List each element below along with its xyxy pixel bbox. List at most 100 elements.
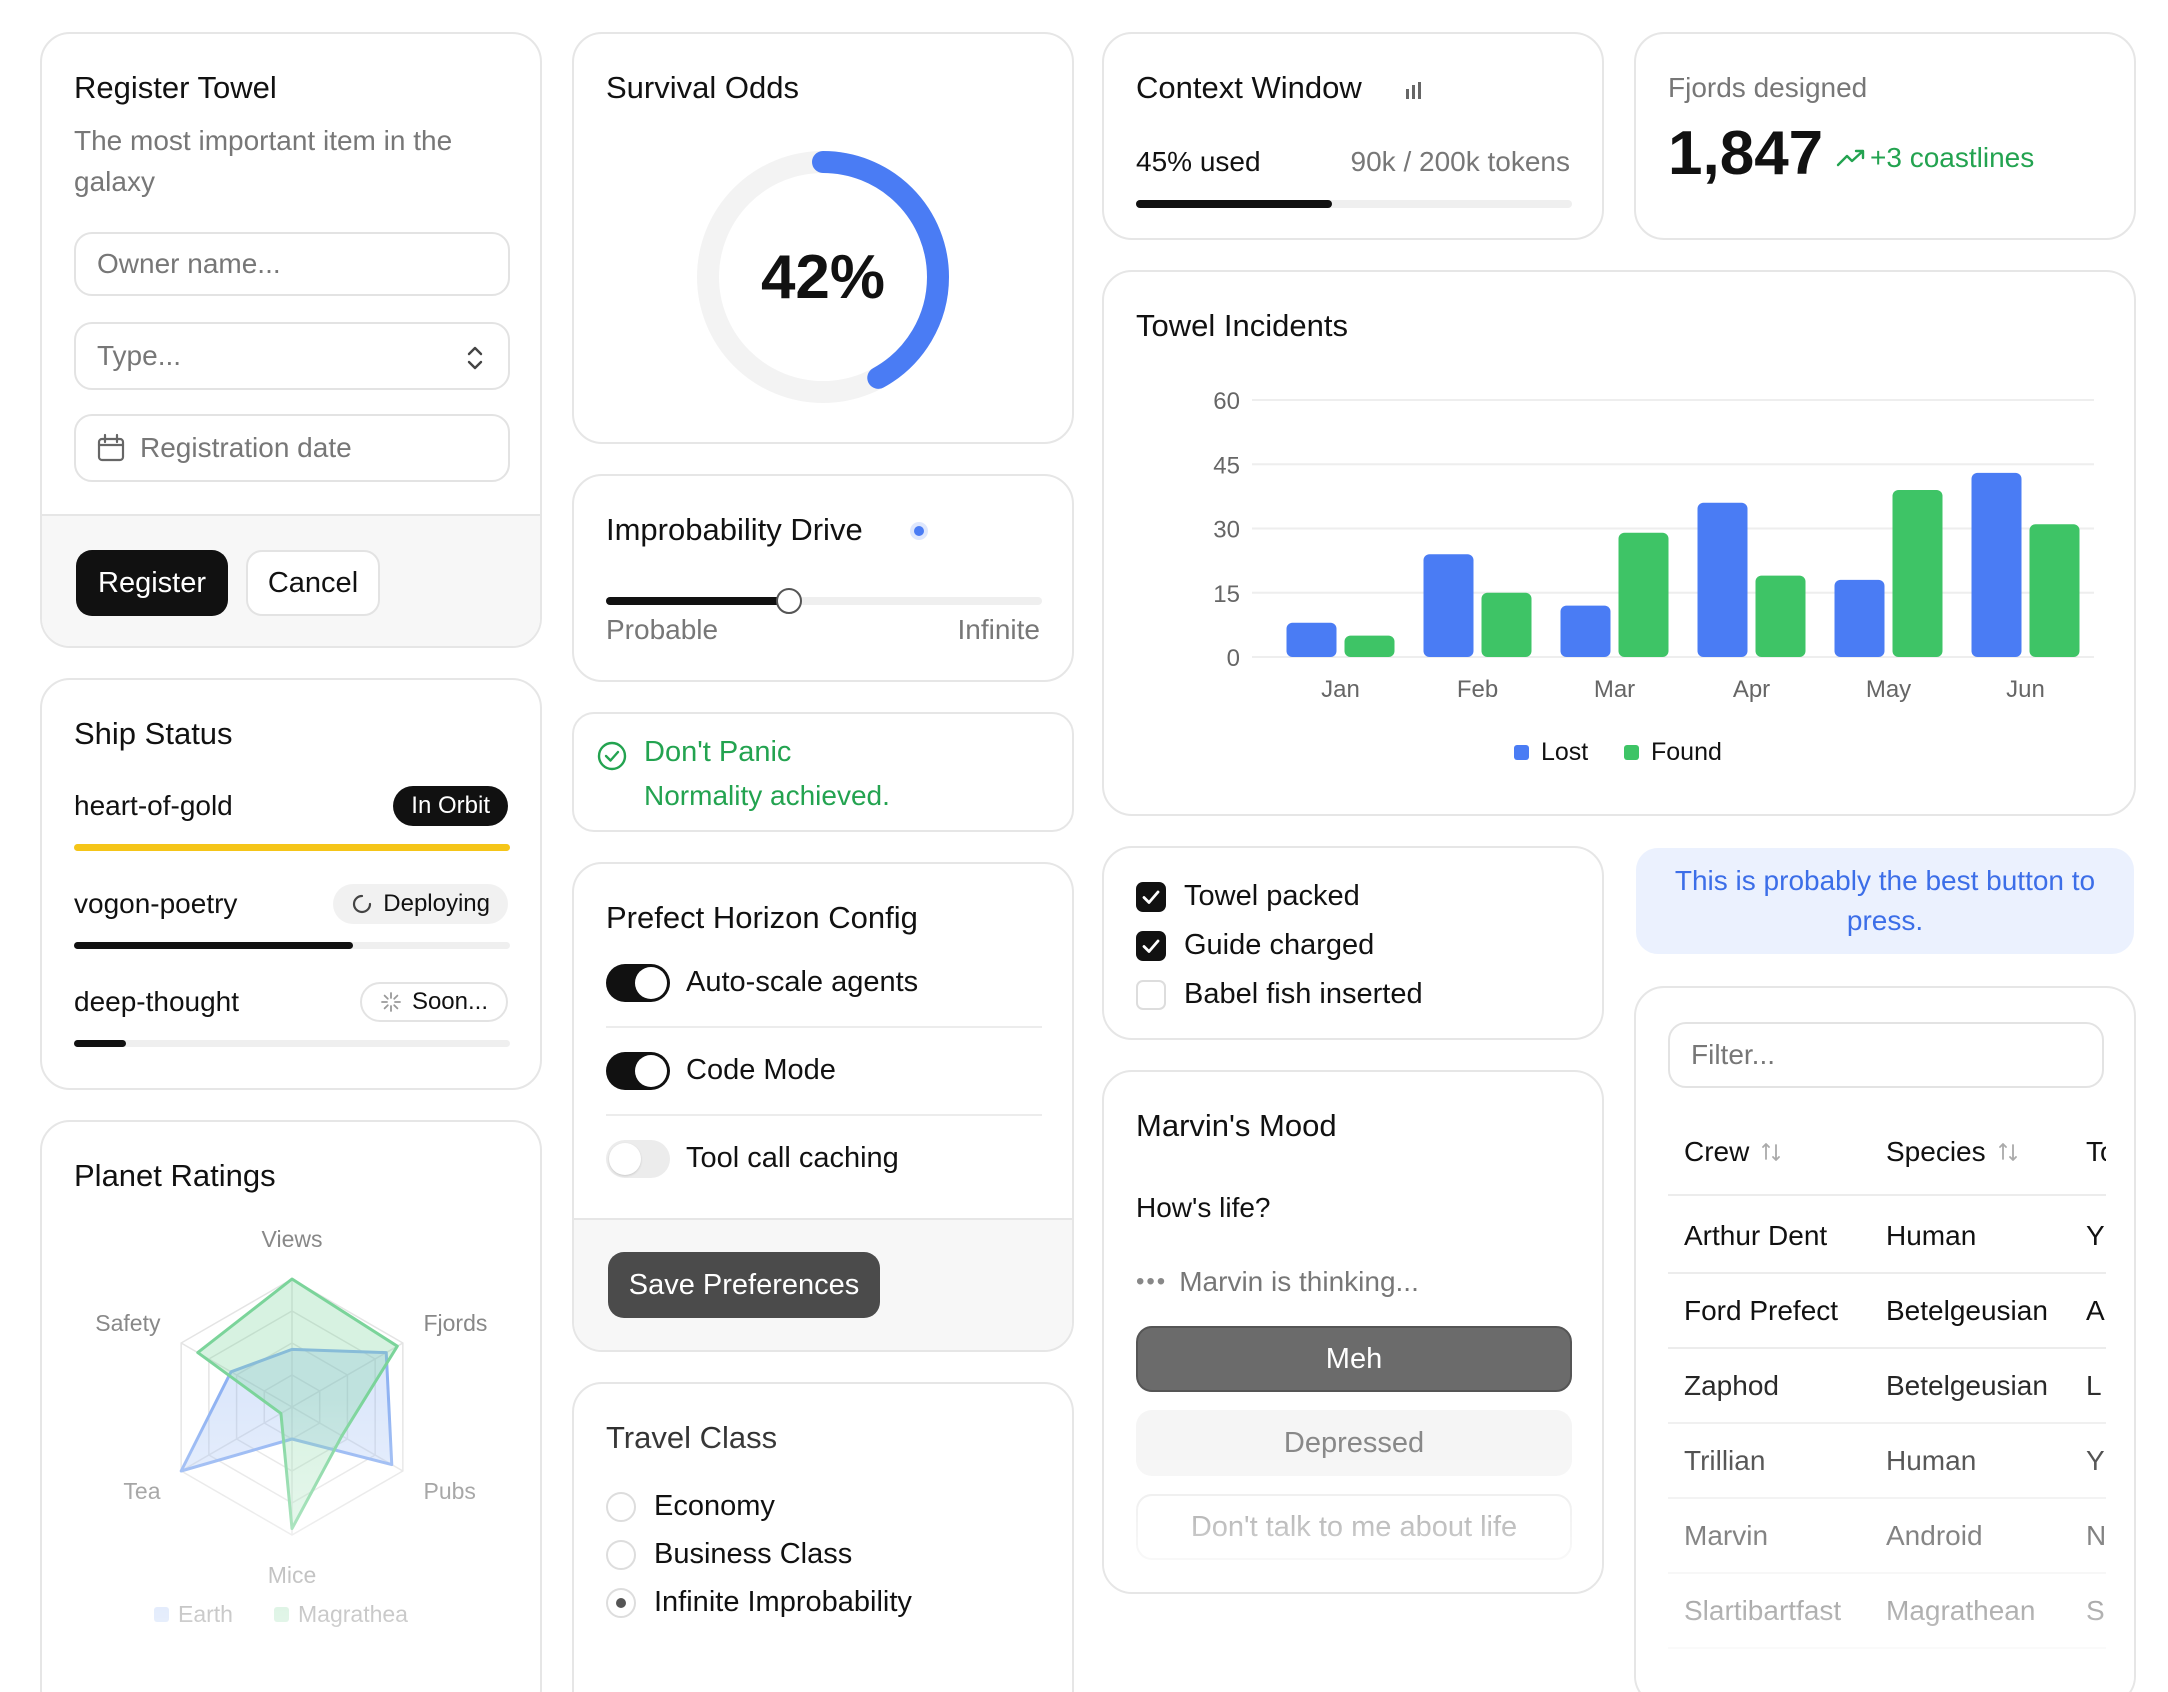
panic-title: Don't Panic (644, 736, 792, 768)
registration-date-placeholder: Registration date (140, 432, 352, 463)
check-circle-icon (597, 741, 627, 771)
owner-name-input[interactable]: Owner name... (74, 232, 510, 296)
ship-name: deep-thought (74, 986, 240, 1017)
checkbox[interactable] (1136, 882, 1166, 912)
register-button[interactable]: Register (76, 550, 228, 616)
context-progress-track (1136, 200, 1572, 208)
checkbox[interactable] (1136, 931, 1166, 961)
crew-table-card: Filter... Crew Species To Arthur Dent Human Y… (1634, 986, 2136, 1692)
context-progress-fill (1136, 200, 1333, 208)
ship-progress-track (74, 942, 510, 949)
table-cell: A (2086, 1295, 2105, 1326)
save-preferences-button[interactable]: Save Preferences (608, 1252, 880, 1318)
table-cell: Ford Prefect (1684, 1295, 1839, 1326)
radio-button[interactable] (606, 1588, 636, 1618)
y-tick-label: 30 (1213, 517, 1240, 544)
marvin-question: How's life? (1136, 1192, 1271, 1223)
bar-lost[interactable] (1834, 579, 1885, 657)
radar-axis-label: Pubs (423, 1478, 475, 1504)
planet-ratings-card: Planet Ratings Views Fjords Pubs Mice Tea Saf… (40, 1120, 542, 1692)
ship-progress-fill (74, 942, 354, 949)
towel-incidents-chart: 60 45 30 15 0 Jan Feb Mar Apr May Jun Lost Found (1213, 388, 2094, 766)
bar-found[interactable] (1481, 592, 1532, 657)
ship-name: heart-of-gold (74, 790, 233, 821)
mood-option-depressed[interactable]: Depressed (1136, 1410, 1572, 1476)
bar-lost[interactable] (1286, 622, 1337, 657)
type-select[interactable]: Type... (74, 322, 510, 390)
legend-swatch (1624, 745, 1639, 760)
fjords-card: Fjords designed 1,847 +3 coastlines (1634, 32, 2136, 240)
prefect-title: Prefect Horizon Config (606, 900, 918, 935)
column-header-to[interactable]: To (2086, 1136, 2106, 1168)
drive-right-label: Infinite (957, 614, 1041, 645)
legend-label: Earth (178, 1601, 233, 1627)
slider-thumb[interactable] (776, 588, 803, 614)
owner-name-placeholder: Owner name... (97, 248, 281, 279)
mood-option-dont-talk[interactable]: Don't talk to me about life (1136, 1494, 1572, 1560)
register-title: Register Towel (74, 70, 277, 105)
registration-date-button[interactable]: Registration date (74, 414, 510, 482)
survival-value: 42% (760, 242, 886, 312)
radar-axis-label: Views (262, 1226, 323, 1252)
table-divider (1668, 1347, 2106, 1349)
table-cell: Human (1886, 1445, 1977, 1476)
crew-table: Crew Species To Arthur Dent Human Y Ford Prefe… (1668, 1128, 2106, 1692)
mood-option-meh[interactable]: Meh (1136, 1326, 1572, 1392)
drive-status-dot (914, 526, 924, 536)
column-header-crew[interactable]: Crew (1684, 1136, 1783, 1168)
radio-button[interactable] (606, 1540, 636, 1570)
drive-slider[interactable] (606, 586, 1042, 616)
bar-found[interactable] (1618, 532, 1669, 657)
table-divider (1668, 1422, 2106, 1424)
bar-found[interactable] (1892, 489, 1943, 657)
register-towel-card: Register Towel The most important item i… (40, 32, 542, 648)
bar-lost[interactable] (1697, 502, 1748, 657)
travel-class-card: Travel Class Economy Business Class Infini… (572, 1382, 1074, 1692)
fjords-title: Fjords designed (1668, 72, 1868, 103)
slider-track (606, 597, 1042, 605)
radio-button[interactable] (606, 1492, 636, 1522)
ship-progress-fill (74, 844, 510, 851)
bar-found[interactable] (2029, 524, 2080, 657)
drive-title: Improbability Drive (606, 512, 863, 547)
survival-gauge (697, 151, 949, 403)
ship-status-badge: Soon... (359, 982, 508, 1022)
table-cell: N (2086, 1520, 2106, 1551)
table-divider (1668, 1497, 2106, 1499)
radio-label: Economy (654, 1490, 775, 1522)
toggle-switch[interactable] (606, 1140, 670, 1178)
crew-filter-input[interactable]: Filter... (1668, 1022, 2104, 1088)
checkbox-label: Babel fish inserted (1184, 978, 1423, 1010)
panic-message: Normality achieved. (644, 780, 890, 811)
radio-label: Infinite Improbability (654, 1586, 912, 1618)
bar-found[interactable] (1344, 635, 1395, 657)
y-tick-label: 45 (1213, 452, 1240, 479)
checkbox[interactable] (1136, 980, 1166, 1010)
marvin-thinking-text: Marvin is thinking... (1179, 1266, 1419, 1297)
bar-found[interactable] (1755, 575, 1806, 657)
bar-lost[interactable] (1971, 472, 2022, 657)
marvin-mood-card: Marvin's Mood How's life? ••• Marvin is … (1102, 1070, 1604, 1594)
checkbox-label: Guide charged (1184, 929, 1375, 961)
table-divider (1668, 1647, 2106, 1649)
best-button[interactable]: This is probably the best button to pres… (1636, 848, 2134, 954)
radio-dot (616, 1598, 626, 1608)
legend-label: Lost (1541, 738, 1588, 766)
radar-axis-label: Fjords (423, 1310, 487, 1336)
sort-icon (1996, 1140, 2020, 1164)
toggle-switch[interactable] (606, 1052, 670, 1090)
toggle-switch[interactable] (606, 964, 670, 1002)
planet-title: Planet Ratings (74, 1158, 276, 1193)
legend-swatch (154, 1607, 169, 1622)
ship-badge-label: Deploying (383, 890, 490, 917)
table-cell: S (2086, 1595, 2105, 1626)
cancel-button[interactable]: Cancel (246, 550, 380, 616)
fjords-value: 1,847 (1668, 119, 1824, 188)
context-used-label: 45% used (1136, 146, 1261, 177)
bar-lost[interactable] (1423, 554, 1474, 657)
gauge-arc (697, 151, 949, 403)
toggle-label: Tool call caching (686, 1142, 899, 1174)
bar-lost[interactable] (1560, 605, 1611, 657)
column-header-species[interactable]: Species (1886, 1136, 2020, 1168)
x-tick-label: Feb (1457, 676, 1498, 703)
